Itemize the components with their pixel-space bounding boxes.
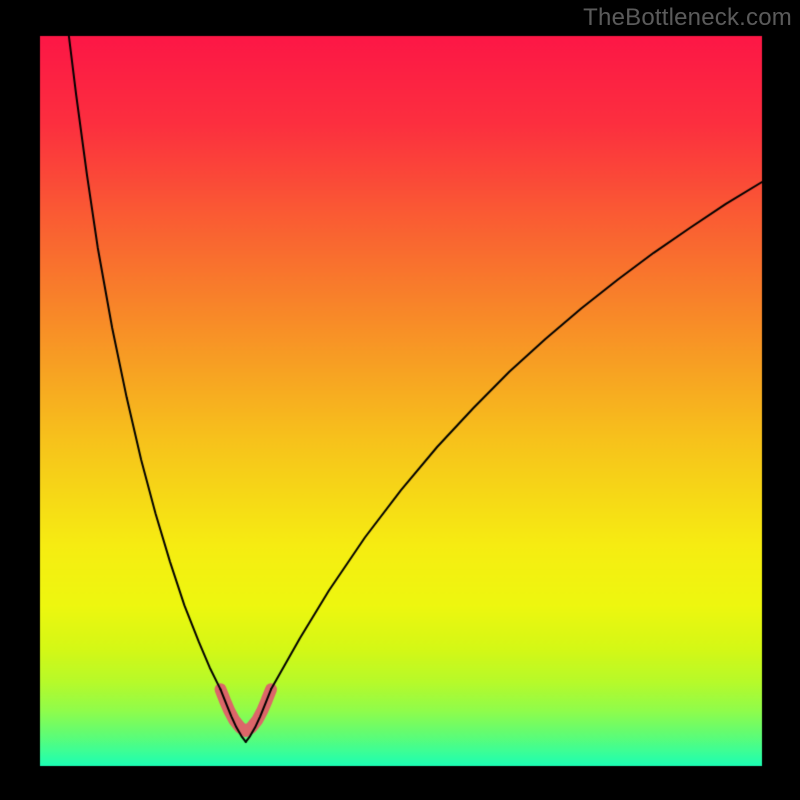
watermark-text: TheBottleneck.com: [583, 4, 792, 32]
bottleneck-chart-canvas: [0, 0, 800, 800]
